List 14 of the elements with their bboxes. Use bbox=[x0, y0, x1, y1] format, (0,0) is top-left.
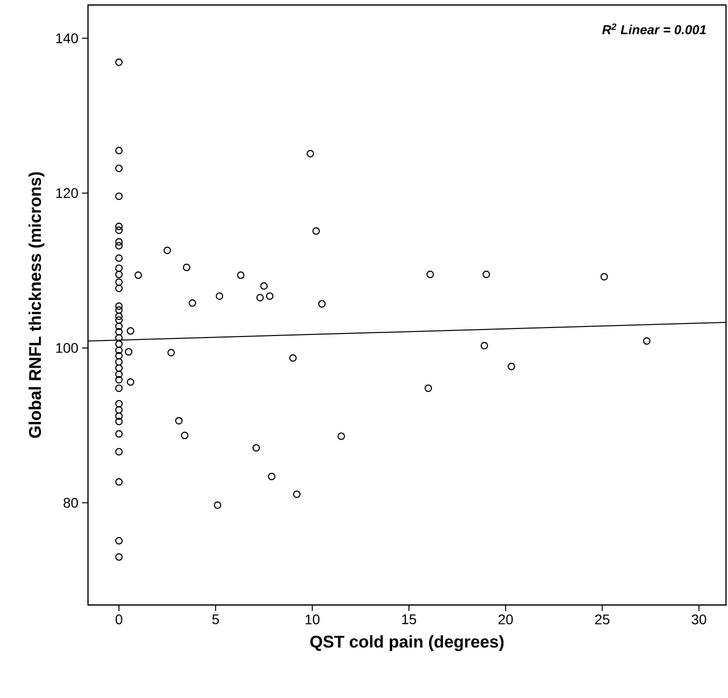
x-tick-label: 10 bbox=[306, 614, 320, 624]
y-tick-label: 80 bbox=[64, 498, 78, 508]
x-tick-label: 15 bbox=[402, 614, 416, 624]
x-tick-label: 0 bbox=[116, 614, 122, 624]
x-tick-label: 25 bbox=[595, 614, 610, 624]
y-axis-title: Global RNFL thickness (microns) bbox=[28, 172, 44, 438]
y-tick-label: 100 bbox=[56, 343, 78, 353]
annotation: R$^{2}$ Linear = 0.001 bbox=[602, 23, 706, 34]
x-axis-title: QST cold pain (degrees) bbox=[310, 635, 504, 652]
y-tick-label: 140 bbox=[56, 33, 78, 44]
x-tick-label: 30 bbox=[692, 614, 706, 624]
x-tick-label: 20 bbox=[498, 614, 513, 624]
x-tick-label: 5 bbox=[212, 614, 219, 624]
y-tick-label: 120 bbox=[56, 188, 78, 198]
